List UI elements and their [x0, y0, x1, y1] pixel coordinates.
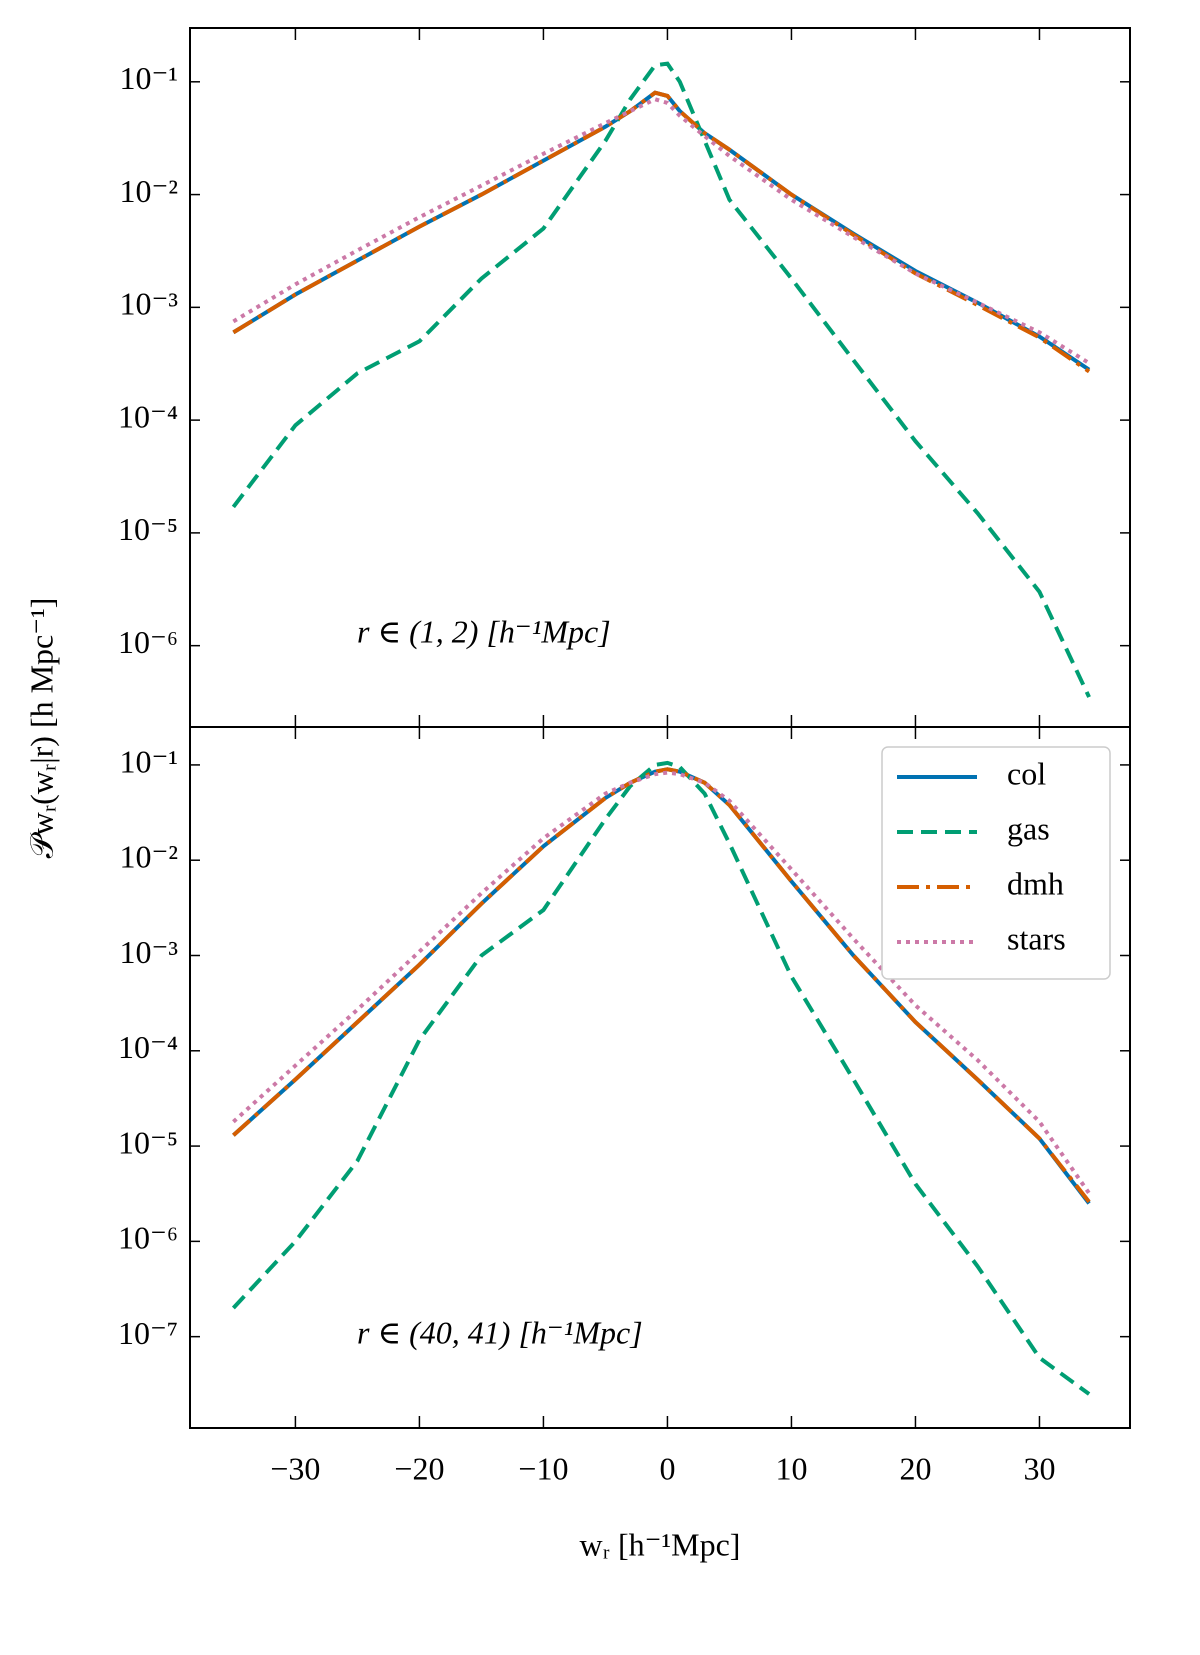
y-tick-label: 10⁻⁶: [118, 1220, 178, 1256]
series-line: [232, 767, 1091, 1204]
y-tick-label: 10⁻³: [120, 286, 178, 322]
x-tick-label: −20: [394, 1450, 444, 1486]
x-tick-label: 30: [1023, 1450, 1055, 1486]
y-tick-label: 10⁻¹: [120, 743, 178, 779]
series-line: [232, 97, 1091, 365]
y-tick-label: 10⁻⁵: [118, 1124, 178, 1160]
legend-label: stars: [1007, 920, 1066, 956]
y-tick-label: 10⁻⁴: [118, 398, 178, 434]
legend-label: gas: [1007, 810, 1050, 846]
annotation: r ∈ (40, 41) [h⁻¹Mpc]: [357, 1314, 643, 1350]
y-tick-label: 10⁻¹: [120, 60, 178, 96]
legend-box: [881, 746, 1111, 980]
x-tick-label: 20: [899, 1450, 931, 1486]
x-tick-label: −10: [518, 1450, 568, 1486]
series-line: [232, 770, 1091, 1195]
y-tick-label: 10⁻⁶: [118, 624, 178, 660]
x-tick-label: −30: [270, 1450, 320, 1486]
series-line: [231, 61, 1091, 698]
y-tick-label: 10⁻²: [120, 839, 178, 875]
x-axis-label: wᵣ [h⁻¹Mpc]: [580, 1526, 741, 1562]
series-line: [232, 90, 1091, 372]
series-line: [231, 760, 1091, 1396]
legend-label: col: [1007, 755, 1046, 791]
y-tick-label: 10⁻⁴: [118, 1029, 178, 1065]
y-axis-label: 𝒫wᵣ(wᵣ|r) [h Mpc⁻¹]: [23, 598, 59, 859]
legend-label: dmh: [1007, 865, 1064, 901]
y-tick-label: 10⁻⁵: [118, 511, 178, 547]
series-line: [232, 90, 1091, 374]
axes-frame: [189, 726, 1131, 1429]
y-tick-label: 10⁻³: [120, 934, 178, 970]
x-tick-label: 10: [775, 1450, 807, 1486]
x-tick-label: 0: [659, 1450, 675, 1486]
y-tick-label: 10⁻²: [120, 173, 178, 209]
annotation: r ∈ (1, 2) [h⁻¹Mpc]: [357, 613, 611, 649]
axes-frame: [189, 27, 1131, 728]
y-tick-label: 10⁻⁷: [118, 1315, 178, 1351]
